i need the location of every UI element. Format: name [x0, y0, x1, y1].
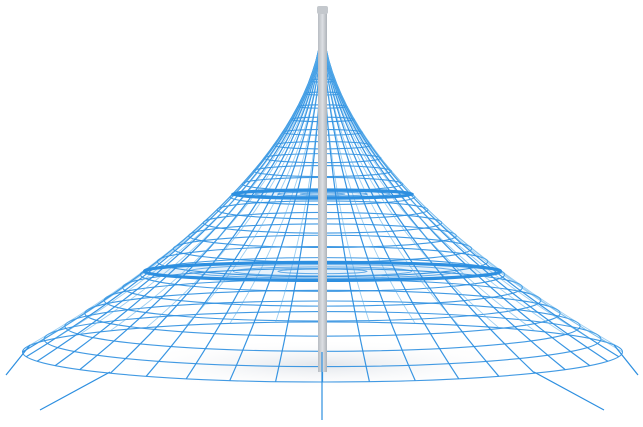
anchor-rope — [533, 371, 605, 411]
net-radial-rope — [79, 15, 323, 335]
net-radial-rope — [322, 15, 620, 348]
net-radial-rope — [322, 15, 591, 339]
net-radial-rope — [36, 15, 323, 344]
anchor-rope — [39, 371, 111, 411]
anchor-rope — [5, 344, 31, 376]
net-radial-rope — [322, 15, 500, 329]
anchor-ropes — [5, 344, 639, 420]
net-radial-rope — [110, 15, 323, 332]
central-mast — [317, 6, 328, 372]
net-radial-rope — [25, 15, 323, 348]
net-radial-rope — [54, 15, 323, 339]
net-radial-rope — [322, 15, 535, 332]
anchor-rope — [613, 344, 639, 376]
net-radial-rope — [145, 15, 323, 329]
net-radial-rope — [322, 15, 566, 335]
